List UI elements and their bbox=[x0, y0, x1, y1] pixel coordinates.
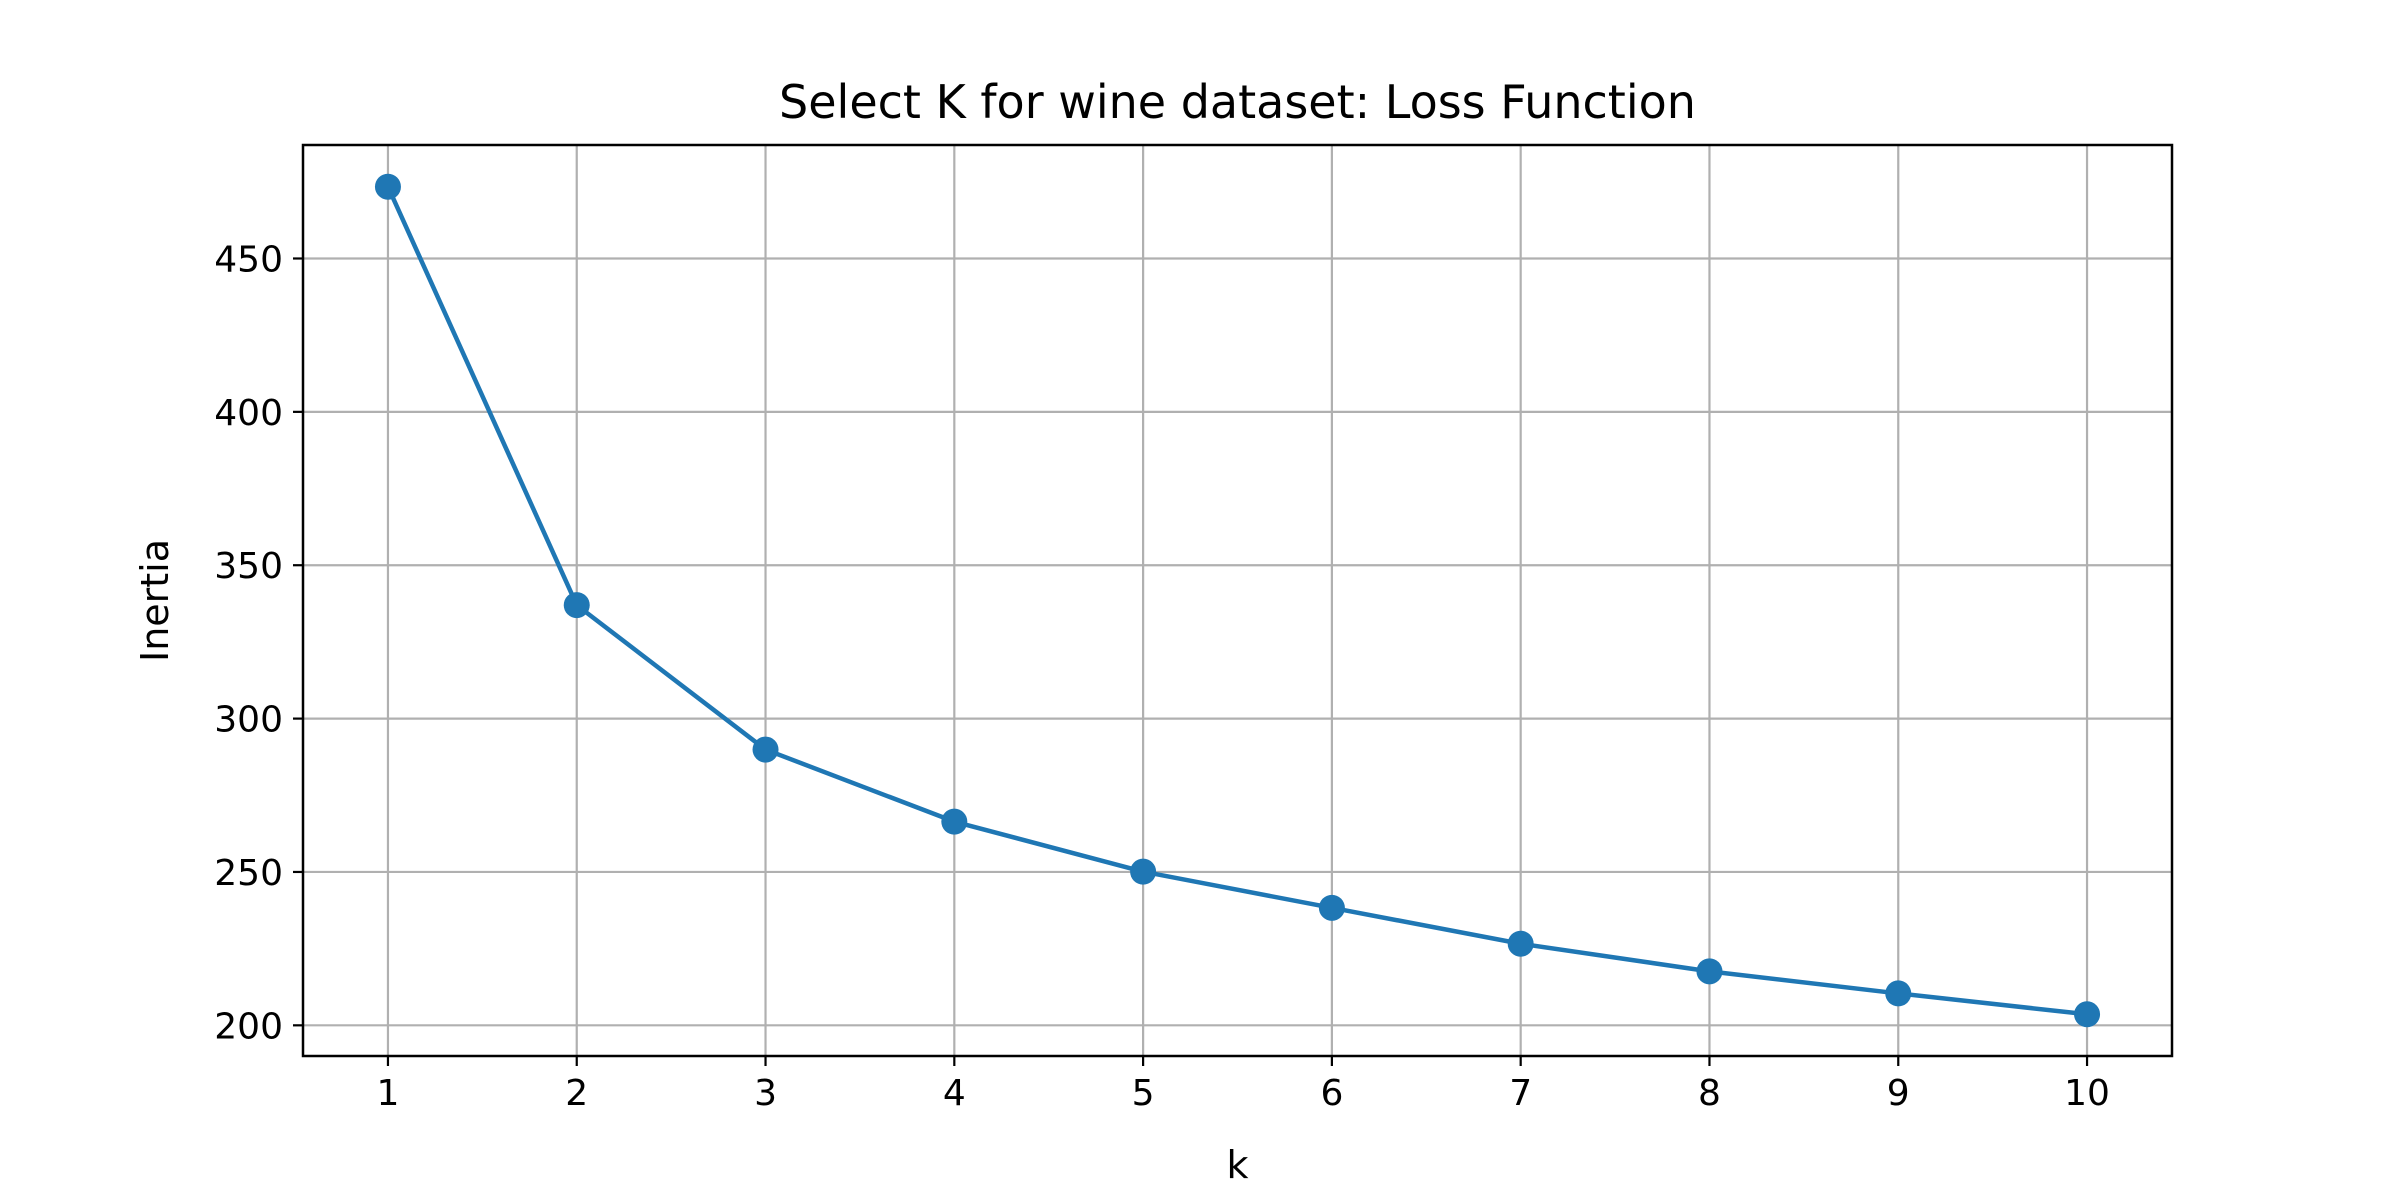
y-tick-label: 250 bbox=[214, 853, 283, 894]
y-tick-label: 300 bbox=[214, 700, 283, 741]
x-tick-label: 3 bbox=[754, 1073, 777, 1114]
x-tick-label: 10 bbox=[2064, 1073, 2110, 1114]
x-tick-label: 8 bbox=[1698, 1073, 1721, 1114]
y-tick-label: 200 bbox=[214, 1006, 283, 1047]
x-axis-label: k bbox=[1226, 1143, 1248, 1187]
series-layer bbox=[374, 173, 2101, 1028]
ticks: 1 2 3 4 5 6 7 8 9 10 200 250 300 350 400 450 bbox=[214, 239, 2110, 1114]
x-tick-label: 2 bbox=[565, 1073, 588, 1114]
series-line bbox=[385, 184, 2090, 1017]
x-tick-label: 7 bbox=[1509, 1073, 1532, 1114]
y-tick-label: 350 bbox=[214, 546, 283, 587]
x-tick-label: 1 bbox=[377, 1073, 400, 1114]
data-point bbox=[1885, 980, 1912, 1007]
data-point bbox=[1318, 894, 1345, 921]
x-tick-label: 4 bbox=[943, 1073, 966, 1114]
data-point bbox=[941, 808, 968, 835]
grid bbox=[303, 145, 2172, 1056]
chart-title: Select K for wine dataset: Loss Function bbox=[779, 75, 1696, 129]
plot-frame bbox=[301, 143, 2174, 1058]
data-point bbox=[1130, 858, 1157, 885]
y-tick-label: 400 bbox=[214, 393, 283, 434]
x-tick-label: 9 bbox=[1887, 1073, 1910, 1114]
data-point bbox=[1507, 930, 1534, 957]
data-point bbox=[1696, 958, 1723, 985]
y-tick-label: 450 bbox=[214, 239, 283, 280]
x-tick-label: 6 bbox=[1320, 1073, 1343, 1114]
data-point bbox=[563, 592, 590, 619]
data-point bbox=[2074, 1001, 2101, 1028]
x-tick-label: 5 bbox=[1132, 1073, 1155, 1114]
data-point bbox=[374, 173, 401, 200]
data-point bbox=[752, 736, 779, 763]
y-axis-label: Inertia bbox=[133, 539, 177, 662]
